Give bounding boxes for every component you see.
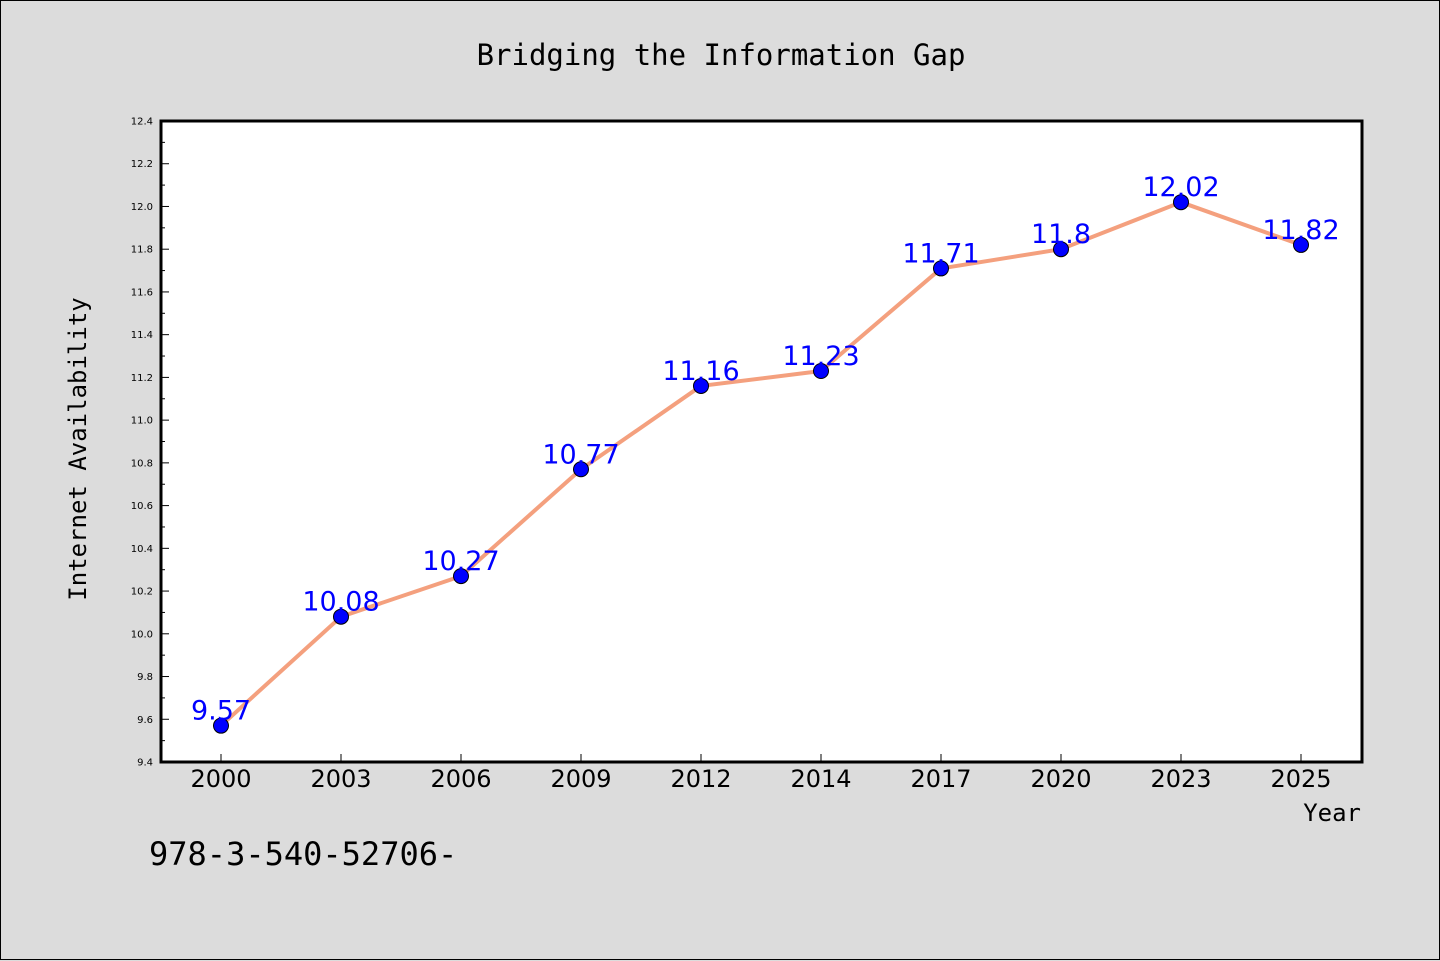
- y-axis: 9.4 9.6 9.8 10.0 10.2 10.4 10.6 10.8 11.0 11.2 11.…: [131, 117, 169, 769]
- y-tick-label: 10.8: [131, 458, 153, 469]
- data-point: [813, 362, 829, 379]
- x-tick-label: 2000: [190, 765, 251, 793]
- x-tick-label: 2023: [1150, 765, 1211, 793]
- y-tick-label: 12.0: [131, 202, 153, 213]
- data-label: 11.71: [902, 238, 979, 269]
- x-tick-label: 2006: [430, 765, 491, 793]
- y-tick-label: 10.2: [131, 587, 153, 598]
- x-axis-label: Year: [1303, 799, 1361, 827]
- y-tick-label: 11.6: [131, 287, 153, 298]
- data-point: [573, 461, 589, 478]
- data-point: [933, 260, 949, 277]
- data-labels: 9.57 10.08 10.27 10.77 11.16 11.23 11.71 11.8 12…: [191, 172, 1340, 726]
- data-label: 11.8: [1031, 219, 1091, 250]
- data-label: 9.57: [191, 696, 251, 727]
- data-label: 11.82: [1262, 215, 1339, 246]
- data-point: [1173, 194, 1189, 211]
- x-tick-label: 2014: [790, 765, 851, 793]
- y-tick-label: 9.8: [137, 672, 153, 683]
- y-tick-label: 10.4: [131, 544, 153, 555]
- data-point: [1053, 241, 1069, 258]
- data-point: [693, 377, 709, 394]
- data-points: [213, 194, 1309, 734]
- y-axis-label: Internet Availability: [64, 297, 92, 600]
- data-point: [333, 608, 349, 625]
- x-tick-label: 2017: [910, 765, 971, 793]
- x-tick-label: 2009: [550, 765, 611, 793]
- data-label: 10.77: [542, 439, 619, 470]
- data-point: [213, 717, 229, 734]
- y-tick-label: 10.0: [131, 629, 153, 640]
- chart-title: Bridging the Information Gap: [477, 38, 966, 72]
- plot-area: [159, 119, 1364, 764]
- y-tick-label: 11.8: [131, 245, 153, 256]
- series-line: [219, 200, 1303, 728]
- y-tick-label: 12.2: [131, 159, 153, 170]
- y-tick-label: 11.0: [131, 416, 153, 427]
- data-point: [453, 568, 469, 585]
- x-axis: 2000 2003 2006 2009 2012 2014 2017 2020 2023 2025: [190, 754, 1332, 793]
- data-label: 11.16: [662, 356, 739, 387]
- y-tick-label: 9.4: [137, 758, 153, 769]
- data-point: [1293, 236, 1309, 253]
- y-tick-label: 10.6: [131, 501, 153, 512]
- series-line-group: [219, 200, 1303, 728]
- data-label: 10.27: [422, 546, 499, 577]
- y-tick-label: 11.2: [131, 373, 153, 384]
- x-tick-label: 2025: [1270, 765, 1331, 793]
- y-tick-label: 11.4: [131, 330, 153, 341]
- x-tick-label: 2012: [670, 765, 731, 793]
- data-label: 12.02: [1142, 172, 1219, 203]
- data-label: 11.23: [782, 341, 859, 372]
- footer-isbn: 978-3-540-52706-: [149, 835, 457, 873]
- data-label: 10.08: [302, 587, 379, 618]
- x-tick-label: 2003: [310, 765, 371, 793]
- x-tick-label: 2020: [1030, 765, 1091, 793]
- y-tick-label: 12.4: [131, 117, 153, 128]
- y-tick-label: 9.6: [137, 715, 153, 726]
